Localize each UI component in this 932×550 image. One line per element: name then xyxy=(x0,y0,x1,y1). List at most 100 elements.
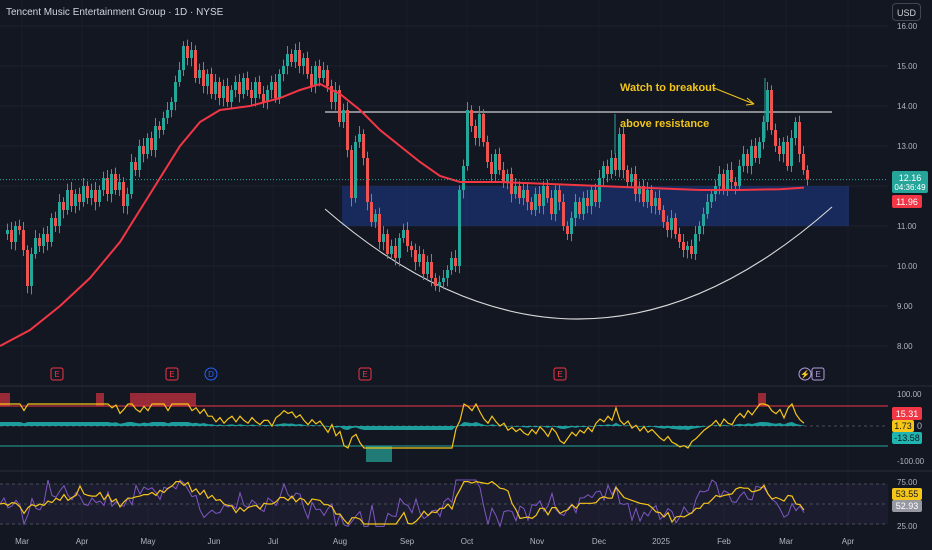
candle-body xyxy=(138,146,141,170)
candle-body xyxy=(178,70,181,82)
candle-group xyxy=(6,39,809,295)
event-marker-label: E xyxy=(557,370,562,379)
candle-body xyxy=(146,138,149,154)
candle-body xyxy=(594,190,597,202)
event-marker-label: D xyxy=(208,370,214,379)
rsi-lower-tick: 25.00 xyxy=(897,522,918,531)
candle-body xyxy=(542,186,545,206)
candle-body xyxy=(794,122,797,138)
candle-body xyxy=(518,186,521,198)
candle-body xyxy=(354,142,357,198)
candle-body xyxy=(534,194,537,210)
candle-body xyxy=(326,70,329,86)
rsi-line xyxy=(0,479,805,529)
candle-body xyxy=(58,202,61,226)
candle-body xyxy=(94,190,97,202)
candle-body xyxy=(758,142,761,158)
candle-body xyxy=(614,158,617,170)
candle-body xyxy=(590,190,593,206)
candle-body xyxy=(782,142,785,154)
candle-body xyxy=(62,202,65,210)
candle-body xyxy=(698,226,701,234)
candle-body xyxy=(682,242,685,250)
y-tick-label: 11.00 xyxy=(897,222,917,231)
candle-body xyxy=(654,198,657,206)
candle-body xyxy=(618,134,621,170)
rsi-badge-value xyxy=(892,500,922,512)
candle-body xyxy=(562,202,565,226)
candle-body xyxy=(686,246,689,250)
osc-badge-upper xyxy=(892,407,922,420)
candle-body xyxy=(554,190,557,214)
candle-body xyxy=(626,170,629,182)
event-marker-label: E xyxy=(169,370,174,379)
candle-body xyxy=(38,238,41,246)
candle-body xyxy=(706,202,709,214)
oversold-block xyxy=(366,446,392,462)
overbought-block xyxy=(96,393,104,406)
lightning-icon: ⚡ xyxy=(800,369,810,379)
candle-body xyxy=(118,182,121,190)
candle-body xyxy=(598,178,601,202)
x-tick-label: Feb xyxy=(717,537,731,546)
event-marker-row[interactable]: E E D E E E ⚡ xyxy=(50,367,825,381)
candle-body xyxy=(190,50,193,58)
osc-badge-lower xyxy=(892,432,922,444)
moving-average-line xyxy=(0,82,805,347)
candle-body xyxy=(282,66,285,74)
candle-body xyxy=(86,186,89,198)
candle-body xyxy=(634,174,637,194)
candle-body xyxy=(34,238,37,254)
candle-body xyxy=(226,86,229,102)
candle-body xyxy=(90,190,93,198)
candle-body xyxy=(766,90,769,122)
earnings-marker[interactable] xyxy=(811,367,825,381)
candle-body xyxy=(470,110,473,126)
candle-body xyxy=(10,230,13,242)
candle-body xyxy=(458,190,461,266)
candle-body xyxy=(538,194,541,206)
candle-body xyxy=(310,74,313,86)
earnings-marker[interactable] xyxy=(358,367,372,381)
split-marker[interactable] xyxy=(798,367,812,381)
candle-body xyxy=(298,50,301,66)
candle-body xyxy=(530,202,533,210)
earnings-marker[interactable] xyxy=(165,367,179,381)
candle-body xyxy=(210,74,213,94)
candle-body xyxy=(382,234,385,242)
last-price-badge xyxy=(892,171,928,193)
candle-body xyxy=(798,122,801,154)
candle-body xyxy=(46,234,49,242)
candle-body xyxy=(254,82,257,98)
overbought-block xyxy=(0,393,10,406)
candle-body xyxy=(230,90,233,102)
candle-body xyxy=(18,226,21,230)
y-tick-label: 10.00 xyxy=(897,262,918,271)
earnings-marker[interactable] xyxy=(553,367,567,381)
candle-body xyxy=(734,182,737,186)
candle-body xyxy=(778,146,781,154)
osc-lower-tick: -100.00 xyxy=(897,457,925,466)
oscillator-pane xyxy=(0,393,888,462)
dividend-marker[interactable] xyxy=(204,367,218,381)
candle-body xyxy=(702,214,705,226)
annotation-line-1: Watch to breakout xyxy=(620,82,716,94)
candle-body xyxy=(438,282,441,286)
candle-body xyxy=(342,110,345,122)
candle-body xyxy=(750,146,753,166)
x-tick-label: May xyxy=(140,537,155,546)
candle-body xyxy=(678,234,681,242)
candle-body xyxy=(514,186,517,194)
candle-body xyxy=(774,130,777,146)
candle-body xyxy=(166,110,169,118)
osc-badge-lower-text: -13.58 xyxy=(894,433,920,443)
earnings-marker[interactable] xyxy=(50,367,64,381)
currency-button[interactable]: USD xyxy=(892,3,921,21)
annotation-text: Watch to breakout above resistance xyxy=(620,58,716,142)
candle-body xyxy=(478,114,481,138)
candle-body xyxy=(102,178,105,190)
candle-body xyxy=(410,246,413,250)
time-axis[interactable]: Mar Apr May Jun Jul Aug Sep Oct Nov Dec 2025 Feb Mar… xyxy=(15,537,854,546)
